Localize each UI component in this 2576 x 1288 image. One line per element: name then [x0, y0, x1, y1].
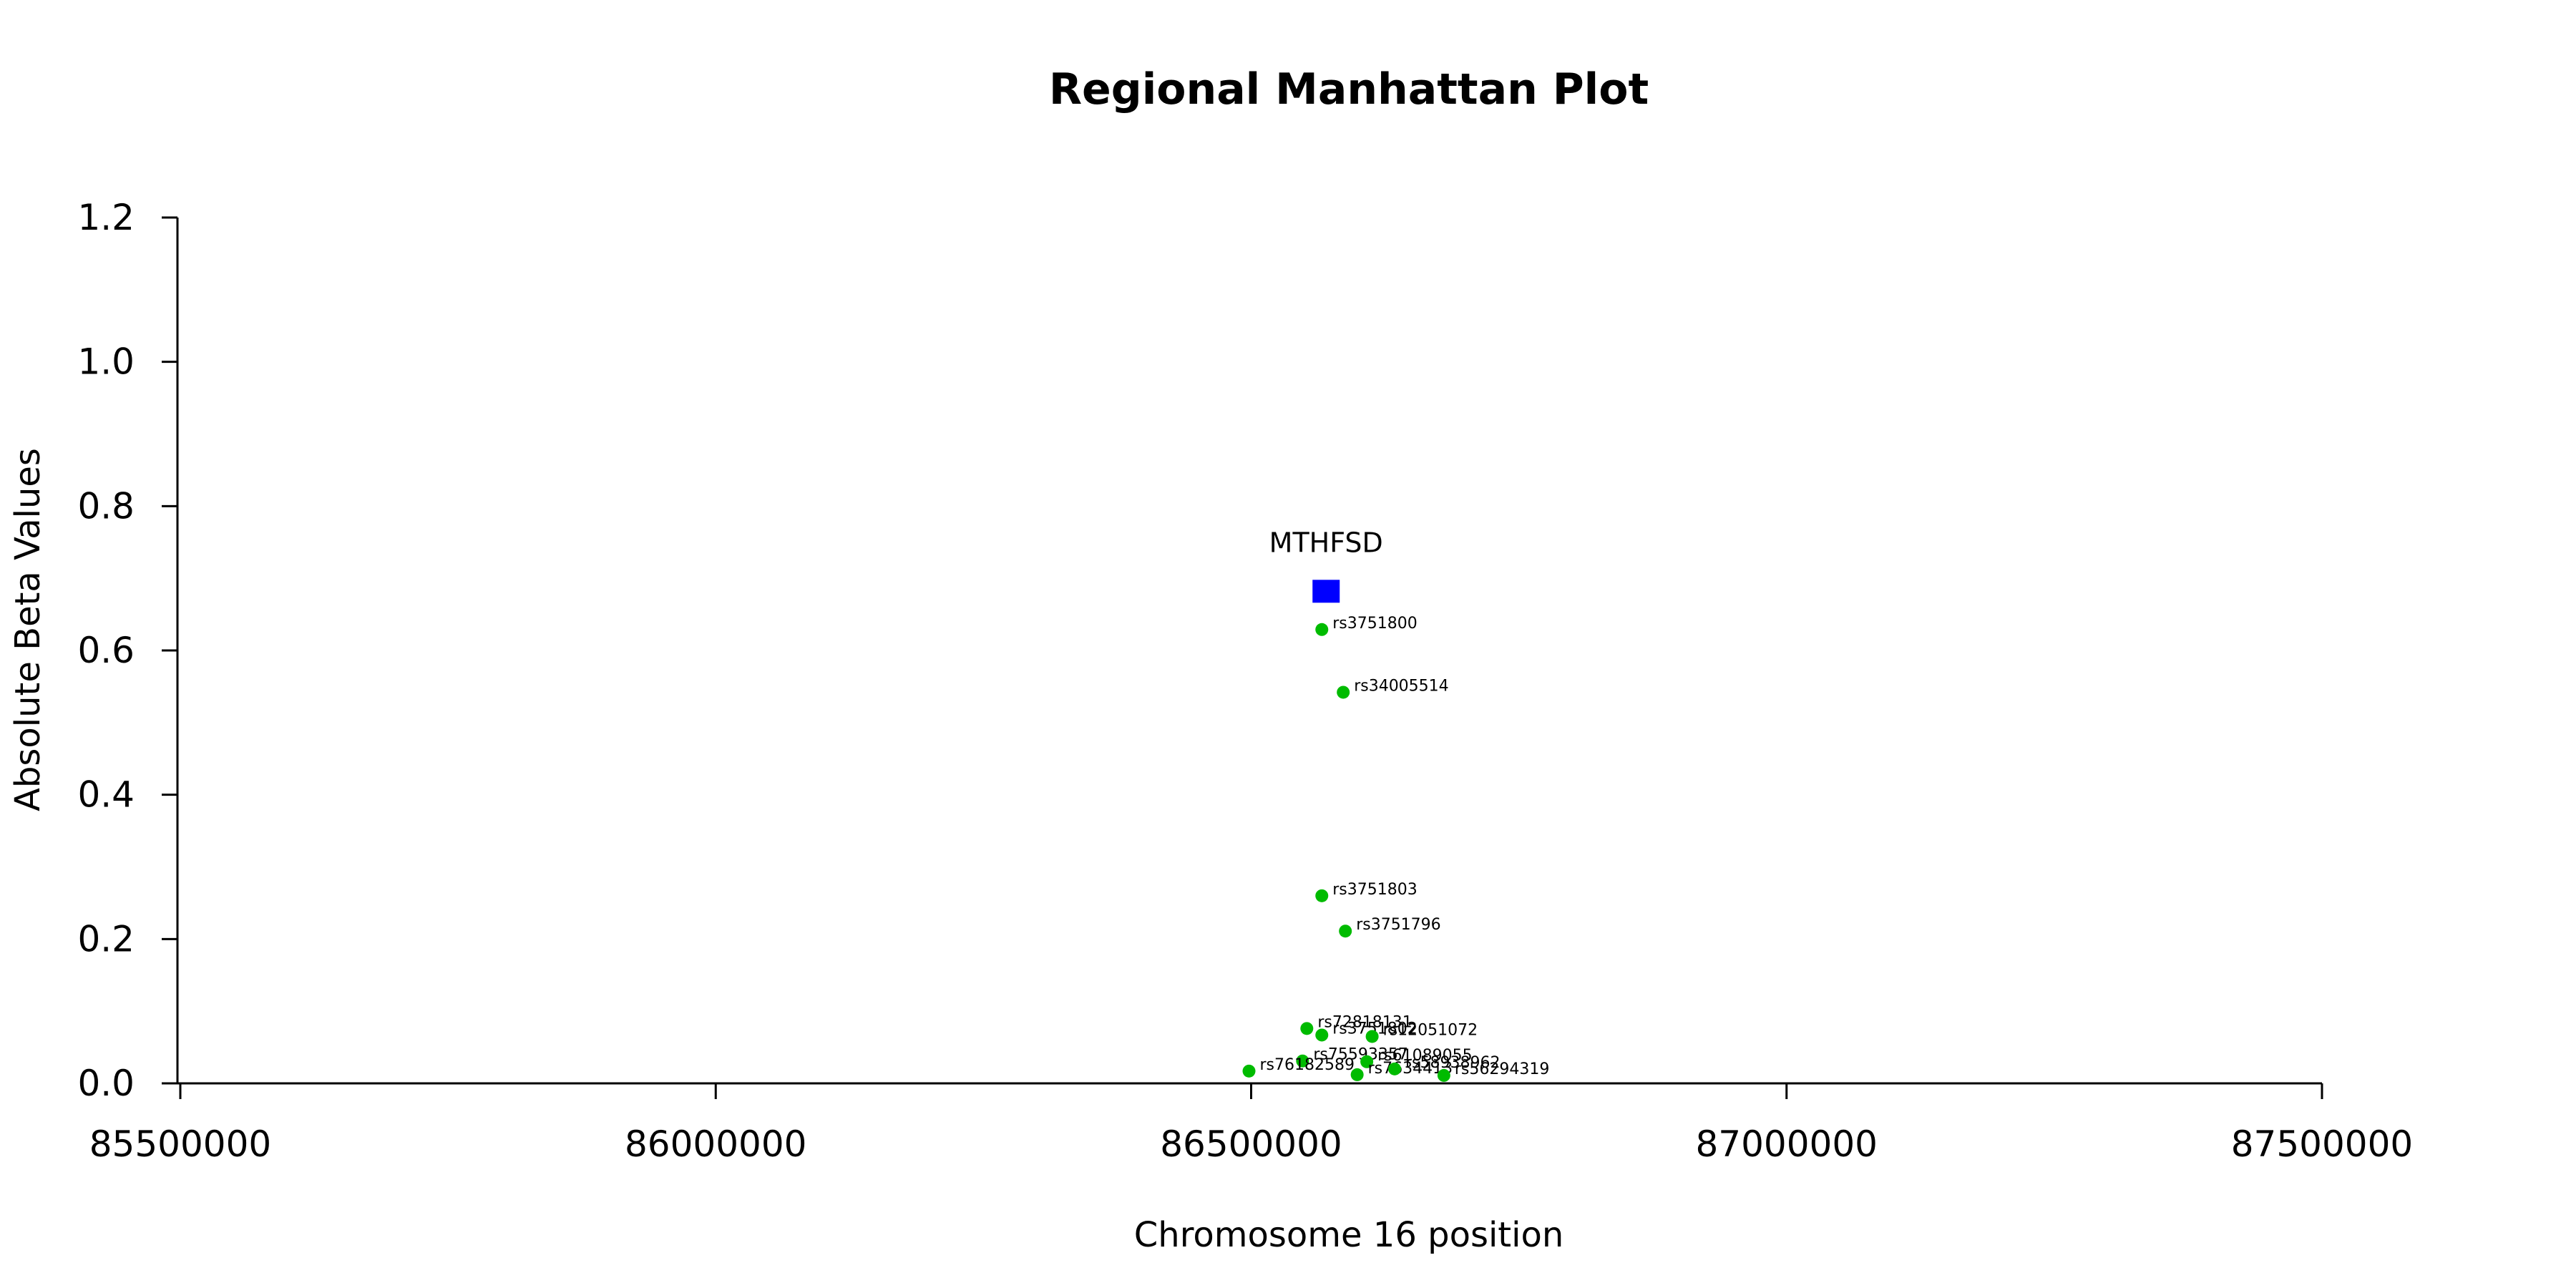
snp-point [1315, 889, 1329, 902]
snp-point [1337, 686, 1350, 699]
y-tick-label: 1.2 [77, 197, 135, 238]
snp-point [1315, 1028, 1329, 1042]
plot-marks: rs3751800 rs34005514 rs3751803 rs3751796 rs7… [1242, 527, 1549, 1082]
x-tick-label: 87500000 [2231, 1123, 2414, 1165]
snp-point [1315, 623, 1329, 636]
snp-label: rs72818131 [1317, 1013, 1412, 1031]
x-tick-label: 86500000 [1160, 1123, 1342, 1165]
snp-label: rs3751803 [1332, 881, 1418, 899]
gene-marker [1312, 580, 1340, 603]
snp-point [1339, 924, 1352, 938]
snp-label: rs58938962 [1405, 1054, 1500, 1072]
y-tick-label: 0.8 [77, 485, 135, 527]
x-tick-label: 85500000 [89, 1123, 272, 1165]
snp-point [1350, 1068, 1364, 1081]
snp-label: rs12051072 [1383, 1021, 1478, 1039]
snp-label: rs34005514 [1354, 677, 1448, 695]
snp-label: rs3751796 [1356, 916, 1441, 934]
axes: 85500000 86000000 86500000 87000000 87500000… [77, 197, 2413, 1165]
snp-point [1437, 1068, 1450, 1082]
snp-point [1365, 1030, 1379, 1043]
y-axis-label: Absolute Beta Values [8, 448, 48, 811]
y-tick-label: 0.4 [77, 774, 135, 816]
gene-label: MTHFSD [1269, 527, 1383, 558]
y-tick-label: 0.2 [77, 918, 135, 960]
y-tick-label: 0.0 [77, 1063, 135, 1104]
snp-point [1360, 1055, 1374, 1068]
snp-point [1296, 1054, 1309, 1068]
x-axis-label: Chromosome 16 position [1134, 1215, 1564, 1255]
y-tick-label: 0.6 [77, 630, 135, 671]
snp-label: rs76182589 [1260, 1056, 1355, 1074]
chart-title: Regional Manhattan Plot [1049, 64, 1649, 114]
snp-point [1388, 1062, 1402, 1075]
snp-label: rs56294319 [1455, 1060, 1549, 1078]
y-tick-label: 1.0 [77, 341, 135, 383]
x-tick-label: 86000000 [625, 1123, 807, 1165]
snp-point [1300, 1022, 1314, 1035]
snp-label: rs3751800 [1332, 615, 1418, 633]
snp-label: rs61089055 [1377, 1047, 1472, 1065]
x-tick-label: 87000000 [1696, 1123, 1878, 1165]
snp-point [1242, 1064, 1256, 1078]
